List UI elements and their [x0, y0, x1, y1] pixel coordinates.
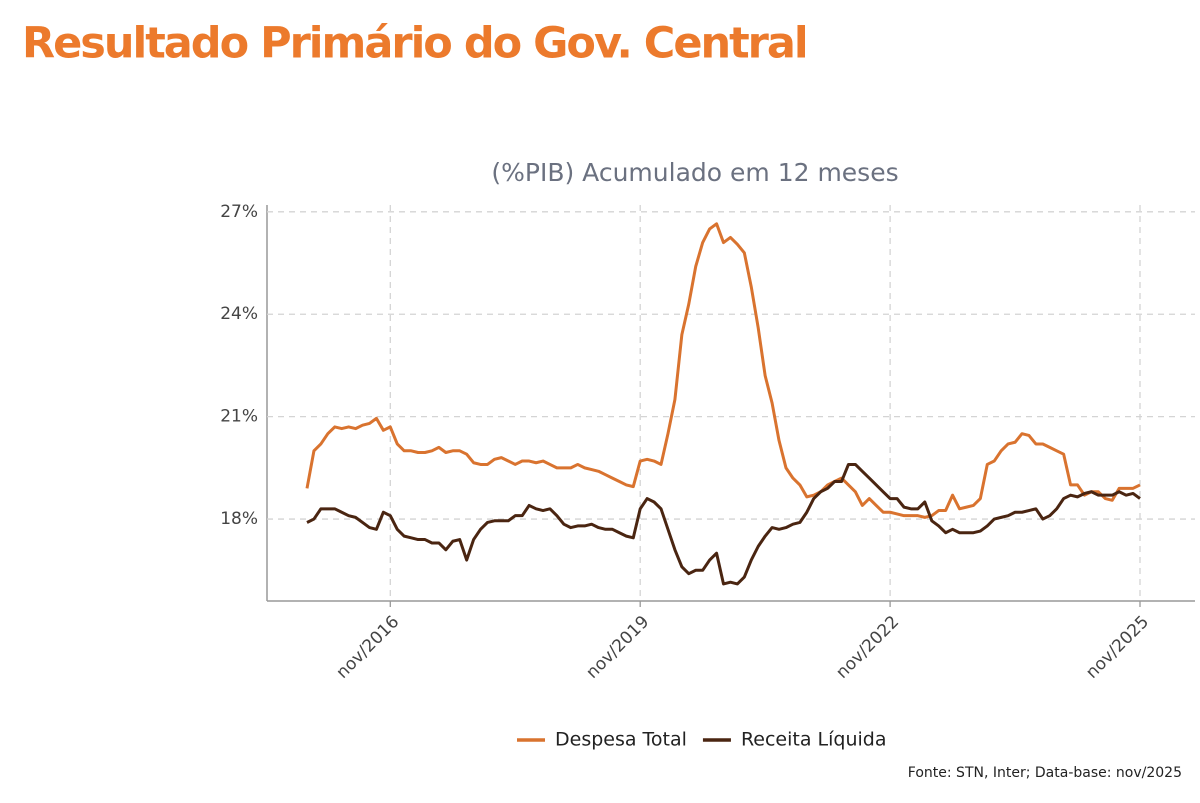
legend-label: Receita Líquida: [741, 729, 887, 751]
x-tick-label: nov/2022: [832, 612, 903, 683]
chart-title: Resultado Primário do Gov. Central: [22, 19, 807, 69]
x-tick-label: nov/2025: [1082, 612, 1153, 683]
chart-subtitle: (%PIB) Acumulado em 12 meses: [491, 158, 898, 187]
x-tick-label: nov/2019: [582, 612, 653, 683]
y-tick-label: 18%: [220, 509, 258, 529]
series-line: [306, 462, 1141, 586]
x-tick-label: nov/2016: [332, 612, 403, 683]
y-tick-label: 21%: [220, 407, 258, 427]
source-note: Fonte: STN, Inter; Data-base: nov/2025: [908, 765, 1182, 781]
y-tick-label: 27%: [220, 202, 258, 222]
series-line: [305, 222, 1141, 519]
y-tick-label: 24%: [220, 304, 258, 324]
legend-label: Despesa Total: [555, 729, 687, 751]
